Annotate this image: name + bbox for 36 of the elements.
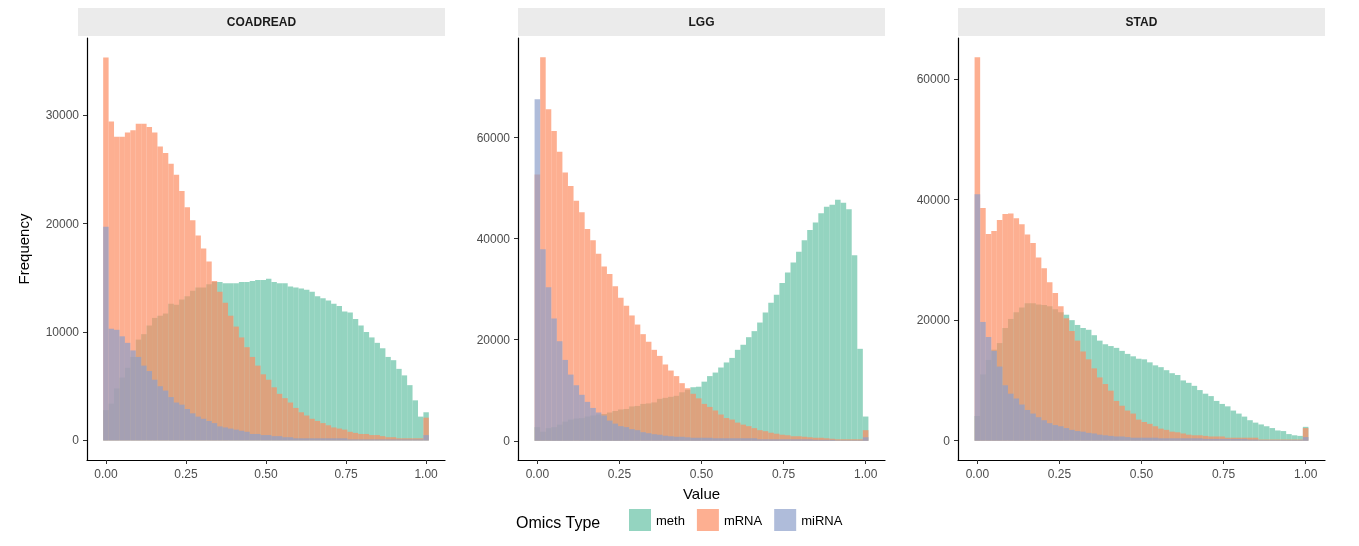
legend-label: mRNA	[723, 512, 763, 528]
y-tick-label: 30000	[45, 108, 80, 123]
x-tick-label: 0.75	[1211, 467, 1236, 481]
y-tick-label: 0	[503, 433, 511, 448]
x-tick-label: 0.75	[771, 467, 796, 481]
y-tick-label: 0	[72, 433, 80, 448]
chart-title: COADREAD	[78, 8, 445, 36]
x-tick-label: 0.75	[334, 467, 359, 481]
x-tick-label: 0.50	[254, 467, 278, 481]
legend-title: Omics Type	[516, 513, 601, 531]
chart-title: LGG	[518, 8, 885, 36]
x-tick-label: 0.25	[1047, 467, 1072, 481]
legend-label: miRNA	[801, 512, 843, 528]
x-axis-title: Value	[682, 485, 721, 502]
x-tick-label: 0.25	[607, 467, 632, 481]
y-tick-label: 40000	[476, 231, 511, 246]
chart-title: STAD	[958, 8, 1325, 36]
x-tick-label: 1.00	[1293, 467, 1318, 481]
x-tick-label: 0.50	[1129, 467, 1154, 481]
y-tick-label: 0	[943, 433, 951, 448]
x-tick-label: 0.00	[525, 467, 550, 481]
y-tick-label: 20000	[476, 332, 511, 347]
y-tick-label: 60000	[916, 71, 951, 86]
x-tick-label: 0.50	[689, 467, 714, 481]
y-axis-title: Frequency	[15, 213, 32, 285]
y-tick-label: 40000	[916, 192, 951, 207]
y-tick-label: 20000	[916, 313, 951, 328]
x-tick-label: 0.00	[94, 467, 118, 481]
x-tick-label: 0.25	[174, 467, 198, 481]
x-tick-label: 0.00	[965, 467, 990, 481]
legend-label: meth	[656, 512, 685, 528]
y-tick-label: 60000	[476, 130, 511, 145]
y-tick-label: 10000	[45, 324, 80, 339]
x-tick-label: 1.00	[414, 467, 439, 481]
y-tick-label: 20000	[45, 216, 80, 231]
x-tick-label: 1.00	[853, 467, 878, 481]
